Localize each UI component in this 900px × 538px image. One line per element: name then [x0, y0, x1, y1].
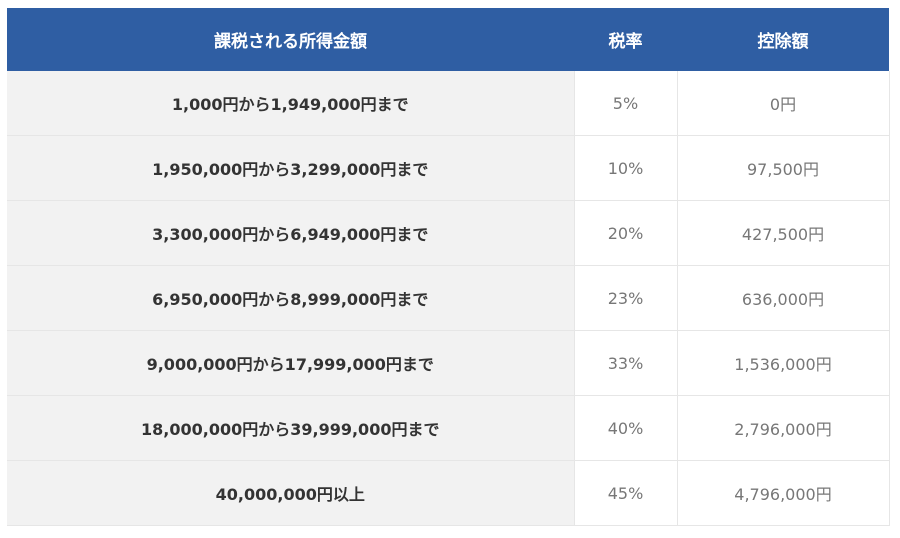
- deduction-cell: 2,796,000円: [677, 395, 890, 461]
- deduction-cell: 4,796,000円: [677, 460, 890, 526]
- table-row: 40,000,000円以上 45% 4,796,000円: [7, 460, 890, 526]
- income-range-cell: 6,950,000円から8,999,000円まで: [7, 265, 575, 331]
- deduction-cell: 427,500円: [677, 200, 890, 266]
- income-range-cell: 40,000,000円以上: [7, 460, 575, 526]
- tax-rate-table-container: 課税される所得金額 税率 控除額 1,000円から1,949,000円まで 5%…: [7, 8, 890, 526]
- tax-rate-cell: 5%: [574, 71, 678, 136]
- table-row: 1,000円から1,949,000円まで 5% 0円: [7, 71, 890, 136]
- header-taxable-income: 課税される所得金額: [7, 8, 574, 71]
- deduction-cell: 0円: [677, 71, 890, 136]
- income-range-cell: 1,950,000円から3,299,000円まで: [7, 135, 575, 201]
- deduction-cell: 1,536,000円: [677, 330, 890, 396]
- tax-rate-cell: 20%: [574, 200, 678, 266]
- income-range-cell: 3,300,000円から6,949,000円まで: [7, 200, 575, 266]
- tax-rate-cell: 33%: [574, 330, 678, 396]
- table-body: 1,000円から1,949,000円まで 5% 0円 1,950,000円から3…: [7, 71, 890, 526]
- table-row: 6,950,000円から8,999,000円まで 23% 636,000円: [7, 265, 890, 331]
- header-tax-rate: 税率: [574, 8, 677, 71]
- tax-rate-table: 課税される所得金額 税率 控除額 1,000円から1,949,000円まで 5%…: [7, 8, 890, 526]
- deduction-cell: 97,500円: [677, 135, 890, 201]
- tax-rate-cell: 40%: [574, 395, 678, 461]
- income-range-cell: 1,000円から1,949,000円まで: [7, 71, 575, 136]
- table-row: 18,000,000円から39,999,000円まで 40% 2,796,000…: [7, 395, 890, 461]
- tax-rate-cell: 23%: [574, 265, 678, 331]
- table-row: 9,000,000円から17,999,000円まで 33% 1,536,000円: [7, 330, 890, 396]
- tax-rate-cell: 10%: [574, 135, 678, 201]
- income-range-cell: 18,000,000円から39,999,000円まで: [7, 395, 575, 461]
- tax-rate-cell: 45%: [574, 460, 678, 526]
- table-row: 1,950,000円から3,299,000円まで 10% 97,500円: [7, 135, 890, 201]
- deduction-cell: 636,000円: [677, 265, 890, 331]
- income-range-cell: 9,000,000円から17,999,000円まで: [7, 330, 575, 396]
- table-header: 課税される所得金額 税率 控除額: [7, 8, 889, 71]
- table-row: 3,300,000円から6,949,000円まで 20% 427,500円: [7, 200, 890, 266]
- header-deduction: 控除額: [677, 8, 889, 71]
- header-row: 課税される所得金額 税率 控除額: [7, 8, 889, 71]
